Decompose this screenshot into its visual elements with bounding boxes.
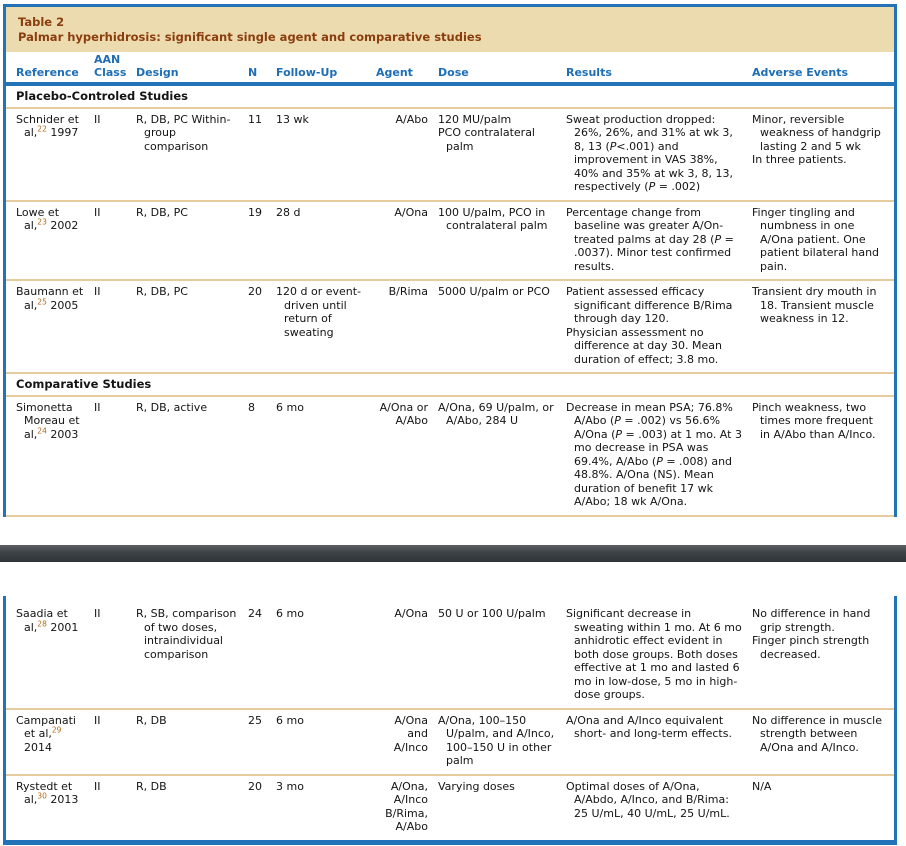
column-header-results: Results [566, 65, 612, 79]
cell-adverse: Minor, reversible weakness of handgrip l… [752, 112, 881, 167]
column-header-design: Design [136, 65, 179, 79]
cell-results: Significant decrease in sweating within … [566, 607, 742, 701]
cell-n: 8 [248, 400, 255, 414]
cell-cls: II [94, 400, 101, 414]
cell-fu: 6 mo [276, 400, 304, 414]
cell-fu: 3 mo [276, 779, 304, 793]
table-body-bottom: Saadia et al,28 2001 II R, SB, comparison … [6, 596, 894, 840]
column-header-dose: Dose [438, 65, 469, 79]
cell-agent: A/Ona and A/Inco [393, 713, 428, 754]
cell-ref: Baumann et al,25 2005 [16, 285, 84, 312]
cell-agent: A/Ona, A/Inco B/Rima, A/Abo [385, 779, 428, 834]
cell-ref: Schnider et al,22 1997 [16, 112, 79, 140]
cell-agent: A/Abo [395, 112, 428, 126]
cell-ref: Saadia et al,28 2001 [16, 607, 79, 634]
cell-results: A/Ona and A/Inco equivalent short- and l… [566, 713, 732, 741]
table2-continued-card: Saadia et al,28 2001 II R, SB, comparison … [3, 596, 897, 845]
cell-cls: II [94, 285, 101, 298]
cell-cls: II [94, 607, 101, 620]
cell-dose: 120 MU/palm PCO contralateral palm [438, 112, 535, 153]
column-header-fu: Follow-Up [276, 65, 338, 79]
section-header: Placebo-Controled Studies [6, 86, 894, 109]
column-header-cls: AAN Class [94, 53, 127, 79]
cell-results: Decrease in mean PSA; 76.8% A/Abo (P = .… [566, 400, 742, 509]
cell-n: 11 [248, 112, 262, 126]
cell-agent: B/Rima [388, 285, 428, 298]
cell-design: R, DB [136, 779, 167, 793]
study-row: Campanati et al,29 2014 II R, DB 25 6 mo A/On… [6, 710, 894, 776]
cell-ref: Campanati et al,29 2014 [16, 713, 76, 754]
cell-cls: II [94, 112, 101, 126]
table-body-top: Placebo-Controled Studies Schnider et al,… [6, 86, 894, 517]
cell-cls: II [94, 779, 101, 793]
cell-ref: Lowe et al,23 2002 [16, 205, 79, 233]
study-row: Baumann et al,25 2005 II R, DB, PC 20 120 d … [6, 281, 894, 374]
cell-fu: 28 d [276, 205, 301, 219]
cell-design: R, DB, PC [136, 285, 188, 298]
cell-results: Optimal doses of A/Ona, A/Abdo, A/Inco, … [566, 779, 730, 820]
cell-design: R, DB, PC [136, 205, 188, 219]
column-header-agent: Agent [376, 65, 413, 79]
column-header-row: Reference AAN Class Design N Follow-Up Agent D… [6, 52, 894, 86]
cell-results: Sweat production dropped: 26%, 26%, and … [566, 112, 733, 194]
cell-fu: 120 d or event-driven until return of sw… [276, 285, 362, 339]
study-row: Schnider et al,22 1997 II R, DB, PC Within… [6, 109, 894, 202]
cell-design: R, DB, PC Within-group comparison [136, 112, 231, 153]
table2-card: Table 2 Palmar hyperhidrosis: significan… [3, 4, 897, 517]
cell-ref: Simonetta Moreau et al,24 2003 [16, 400, 80, 441]
cell-ref: Rystedt et al,30 2013 [16, 779, 79, 807]
cell-n: 20 [248, 285, 262, 298]
cell-dose: 50 U or 100 U/palm [438, 607, 546, 620]
column-header-adverse: Adverse Events [752, 65, 849, 79]
study-row: Simonetta Moreau et al,24 2003 II R, DB, a… [6, 397, 894, 517]
cell-n: 25 [248, 713, 262, 727]
cell-design: R, DB [136, 713, 167, 727]
cell-n: 24 [248, 607, 262, 620]
study-row: Rystedt et al,30 2013 II R, DB 20 3 mo A/Ona,… [6, 776, 894, 840]
cell-results: Percentage change from baseline was grea… [566, 205, 734, 273]
cell-fu: 13 wk [276, 112, 309, 126]
cell-design: R, DB, active [136, 400, 208, 414]
column-header-ref: Reference [16, 65, 79, 79]
section-header: Comparative Studies [6, 374, 894, 397]
cell-dose: A/Ona, 100–150 U/palm, and A/Inco, 100–1… [438, 713, 555, 768]
cell-adverse: Finger tingling and numbness in one A/On… [752, 205, 880, 273]
cell-adverse: Pinch weakness, two times more frequent … [752, 400, 876, 441]
cell-agent: A/Ona or A/Abo [379, 400, 428, 428]
study-row: Lowe et al,23 2002 II R, DB, PC 19 28 d A/Ona… [6, 202, 894, 281]
cell-n: 19 [248, 205, 262, 219]
table-title: Palmar hyperhidrosis: significant single… [18, 30, 482, 44]
cell-dose: 5000 U/palm or PCO [438, 285, 550, 298]
cell-cls: II [94, 713, 101, 727]
cell-adverse: Transient dry mouth in 18. Transient mus… [752, 285, 877, 325]
cell-design: R, SB, comparison of two doses, intraind… [136, 607, 237, 661]
cell-agent: A/Ona [394, 607, 428, 620]
cell-adverse: N/A [752, 779, 772, 793]
cell-fu: 6 mo [276, 607, 304, 620]
page-break-divider-bar [0, 545, 906, 562]
cell-fu: 6 mo [276, 713, 304, 727]
table-label: Table 2 [18, 15, 65, 29]
study-row: Saadia et al,28 2001 II R, SB, comparison … [6, 596, 894, 710]
table-title-band: Table 2 Palmar hyperhidrosis: significan… [6, 7, 894, 52]
cell-adverse: No difference in muscle strength between… [752, 713, 882, 754]
cell-n: 20 [248, 779, 262, 793]
column-header-n: N [248, 65, 258, 79]
cell-results: Patient assessed efficacy significant di… [566, 285, 733, 366]
cell-cls: II [94, 205, 101, 219]
cell-dose: Varying doses [438, 779, 515, 793]
cell-adverse: No difference in hand grip strength. Fing… [752, 607, 871, 661]
cell-agent: A/Ona [394, 205, 428, 219]
cell-dose: A/Ona, 69 U/palm, or A/Abo, 284 U [438, 400, 554, 428]
cell-dose: 100 U/palm, PCO in contralateral palm [438, 205, 548, 233]
